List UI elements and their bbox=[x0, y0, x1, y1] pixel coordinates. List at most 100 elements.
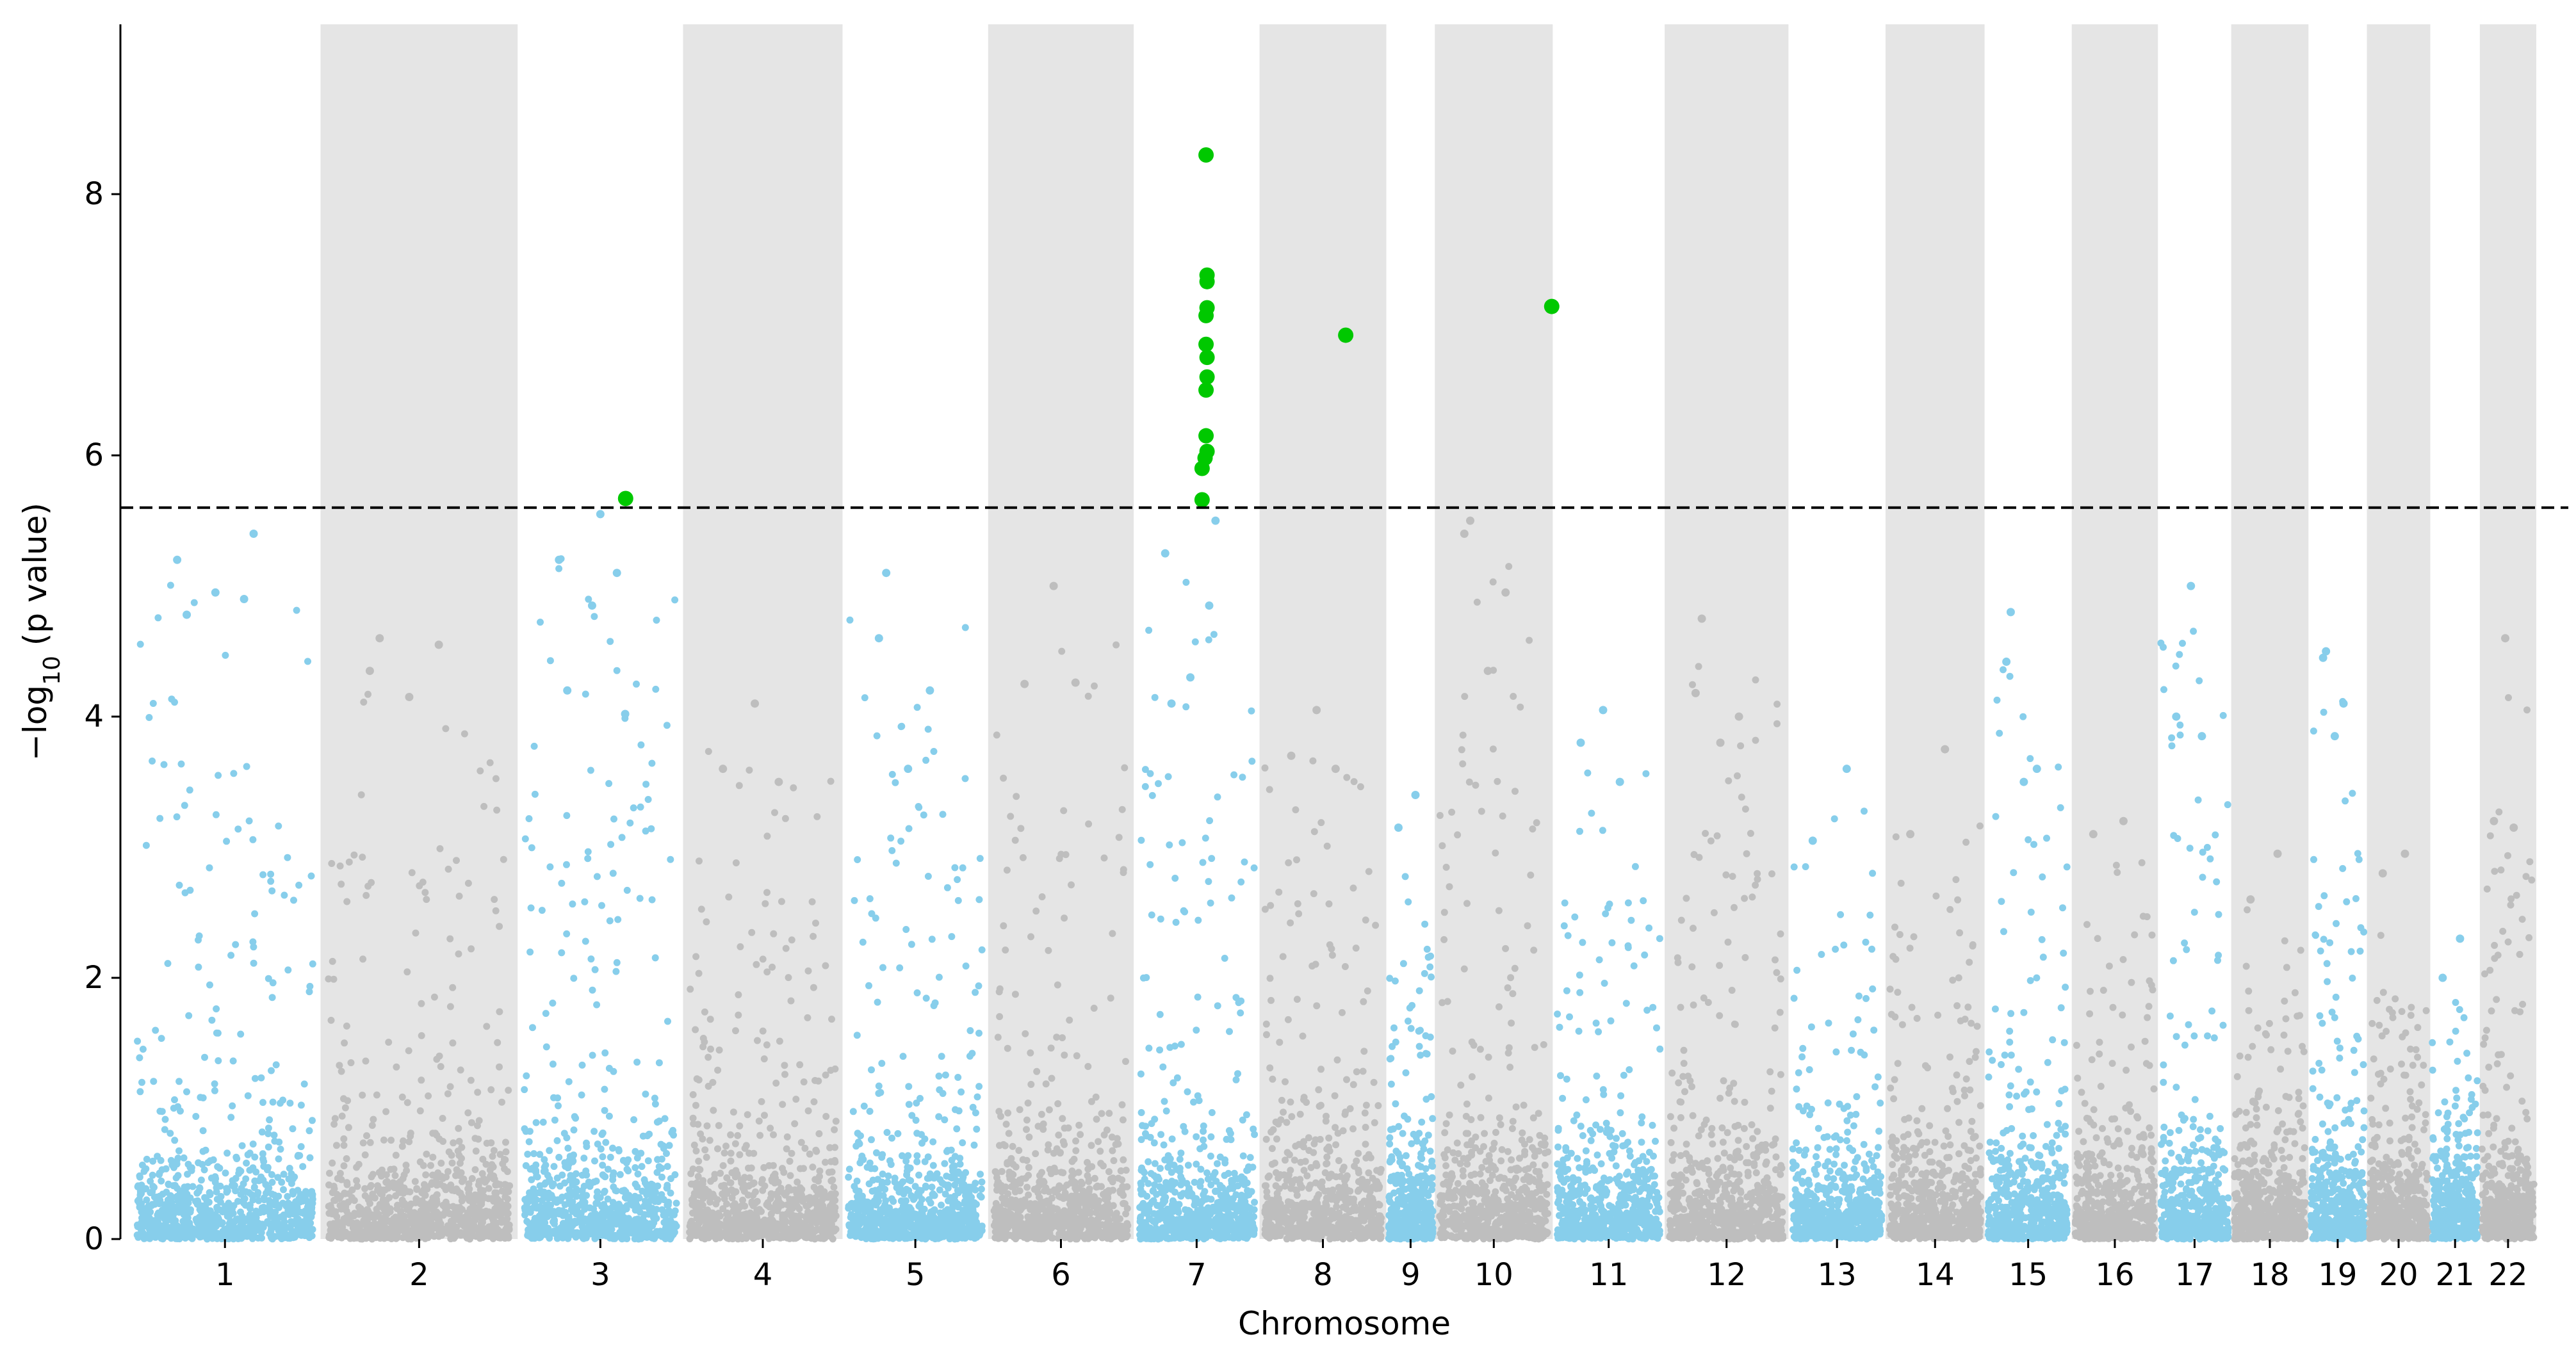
x-tick-label-chr13: 13 bbox=[1818, 1257, 1857, 1293]
peak-point bbox=[249, 530, 258, 539]
chromosome-band-12 bbox=[1665, 24, 1789, 1239]
chromosome-10-points bbox=[1436, 563, 1552, 1243]
chromosome-19-points bbox=[2307, 698, 2368, 1243]
significant-point bbox=[1194, 492, 1210, 508]
chromosome-12-points bbox=[1666, 663, 1787, 1243]
y-tick-label: 6 bbox=[84, 437, 104, 473]
significant-point bbox=[1198, 307, 1214, 323]
peak-point bbox=[2330, 732, 2339, 741]
peak-point bbox=[874, 634, 883, 643]
x-tick-label-chr17: 17 bbox=[2175, 1257, 2214, 1293]
peak-point bbox=[2187, 581, 2196, 590]
peak-point bbox=[1331, 765, 1340, 774]
x-tick-label-chr18: 18 bbox=[2250, 1257, 2289, 1293]
peak-point bbox=[621, 709, 630, 718]
chromosome-band-14 bbox=[1885, 24, 1985, 1239]
peak-point bbox=[173, 555, 182, 564]
peak-point bbox=[1167, 699, 1176, 708]
peak-point bbox=[2119, 816, 2128, 825]
x-tick-label-chr12: 12 bbox=[1707, 1257, 1746, 1293]
peak-point bbox=[1460, 530, 1469, 539]
significant-point bbox=[1198, 147, 1214, 163]
x-tick-label-chr10: 10 bbox=[1474, 1257, 1513, 1293]
significant-points bbox=[617, 147, 1560, 508]
chromosome-band-6 bbox=[988, 24, 1134, 1239]
peak-point bbox=[587, 601, 596, 610]
chromosome-band-18 bbox=[2231, 24, 2309, 1239]
chromosome-14-points bbox=[1886, 822, 1984, 1243]
x-tick-label-chr19: 19 bbox=[2318, 1257, 2357, 1293]
peak-point bbox=[2456, 934, 2465, 943]
peak-point bbox=[555, 555, 564, 564]
x-tick-label-chr2: 2 bbox=[409, 1257, 429, 1293]
chromosome-18-points bbox=[2231, 906, 2309, 1243]
x-ticks: 1 2 3 4 5 6 7 8 9 10 11 12 13 14 15 16 17 18 19 20 21 22 bbox=[215, 1239, 2527, 1293]
peak-point bbox=[375, 634, 384, 643]
peak-point bbox=[365, 667, 374, 676]
peak-point bbox=[1312, 706, 1321, 715]
peak-point bbox=[2501, 634, 2510, 643]
peak-point bbox=[2032, 765, 2041, 774]
significant-point bbox=[1199, 350, 1215, 366]
x-tick-label-chr16: 16 bbox=[2095, 1257, 2134, 1293]
chromosome-3-points bbox=[521, 555, 680, 1243]
peak-point bbox=[1205, 601, 1214, 610]
y-axis-title: −log10 (p value) bbox=[17, 503, 65, 761]
chromosome-band-10 bbox=[1435, 24, 1553, 1239]
peak-point bbox=[1734, 712, 1743, 721]
x-tick-label-chr11: 11 bbox=[1589, 1257, 1628, 1293]
peak-point bbox=[1599, 706, 1608, 715]
significant-point bbox=[1198, 382, 1214, 398]
peak-point bbox=[1483, 667, 1492, 676]
significant-point bbox=[1198, 428, 1214, 444]
peak-point bbox=[1697, 614, 1706, 623]
significant-point bbox=[1199, 273, 1215, 289]
chromosome-2-points bbox=[325, 690, 514, 1243]
x-tick-label-chr7: 7 bbox=[1187, 1257, 1207, 1293]
x-tick-label-chr21: 21 bbox=[2436, 1257, 2475, 1293]
peak-point bbox=[2246, 895, 2255, 904]
peak-point bbox=[719, 765, 728, 774]
peak-point bbox=[925, 686, 934, 695]
peak-point bbox=[240, 595, 249, 604]
chromosome-17-points bbox=[2157, 628, 2232, 1243]
peak-point bbox=[1941, 745, 1950, 754]
chromosome-band-8 bbox=[1259, 24, 1387, 1239]
peak-point bbox=[904, 765, 913, 774]
x-tick-label-chr5: 5 bbox=[906, 1257, 925, 1293]
significant-point bbox=[617, 490, 633, 507]
peak-point bbox=[1211, 516, 1220, 525]
y-axis-title-main: −log bbox=[17, 685, 54, 761]
y-tick-label: 4 bbox=[84, 699, 104, 734]
peak-point bbox=[211, 588, 220, 597]
peak-point bbox=[2172, 712, 2181, 721]
peak-point bbox=[1501, 588, 1510, 597]
data-points bbox=[133, 510, 2538, 1243]
peak-point bbox=[1394, 823, 1403, 832]
peak-point bbox=[1071, 678, 1080, 687]
x-tick-label-chr14: 14 bbox=[1916, 1257, 1955, 1293]
significant-point bbox=[1338, 327, 1354, 343]
peak-point bbox=[1906, 830, 1915, 839]
x-tick-label-chr20: 20 bbox=[2379, 1257, 2418, 1293]
y-axis-title-tail: (p value) bbox=[17, 503, 54, 656]
x-tick-label-chr8: 8 bbox=[1313, 1257, 1333, 1293]
chromosome-15-points bbox=[1984, 666, 2071, 1243]
chromosome-bands bbox=[320, 24, 2536, 1239]
peak-point bbox=[1465, 516, 1474, 525]
peak-point bbox=[183, 610, 192, 619]
peak-point bbox=[1691, 688, 1700, 697]
peak-point bbox=[2002, 657, 2011, 666]
x-tick-label-chr22: 22 bbox=[2488, 1257, 2527, 1293]
peak-point bbox=[405, 692, 414, 701]
chromosome-1-points bbox=[133, 581, 316, 1243]
peak-point bbox=[2438, 973, 2447, 982]
significant-point bbox=[1198, 336, 1214, 352]
peak-point bbox=[1049, 581, 1058, 590]
peak-point bbox=[2197, 732, 2206, 741]
y-ticks: 0 2 4 6 8 bbox=[84, 176, 120, 1257]
peak-point bbox=[882, 569, 891, 578]
peak-point bbox=[2509, 823, 2518, 832]
